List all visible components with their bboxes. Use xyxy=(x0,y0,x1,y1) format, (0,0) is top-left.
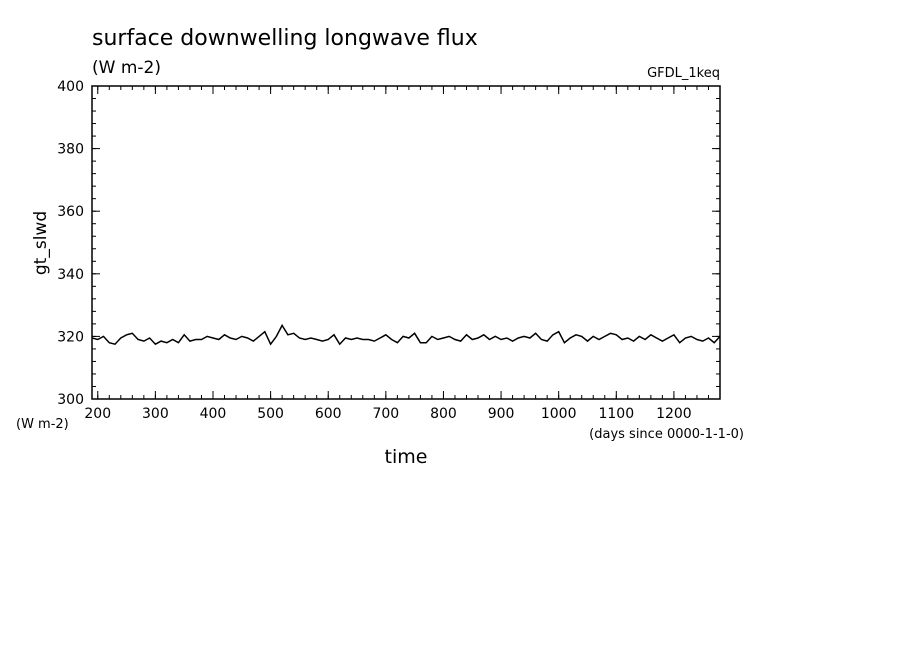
x-tick-label: 1000 xyxy=(541,406,577,422)
x-tick-label: 800 xyxy=(430,406,457,422)
chart-title: surface downwelling longwave flux xyxy=(92,26,478,51)
y-tick-label: 360 xyxy=(57,204,84,220)
x-unit-label: (days since 0000-1-1-0) xyxy=(589,427,744,442)
x-tick-label: 1100 xyxy=(598,406,634,422)
x-tick-label: 500 xyxy=(257,406,284,422)
x-tick-label: 600 xyxy=(315,406,342,422)
y-tick-label: 300 xyxy=(57,392,84,408)
x-tick-label: 200 xyxy=(84,406,111,422)
x-tick-labels: 200 300 400 500 600 700 800 900 1000 1100 1200 xyxy=(84,406,691,422)
units-label: (W m-2) xyxy=(92,58,161,78)
y-tick-label: 340 xyxy=(57,267,84,283)
y-tick-label: 320 xyxy=(57,329,84,345)
y-tick-label: 380 xyxy=(57,142,84,158)
x-tick-label: 900 xyxy=(488,406,515,422)
x-tick-label: 400 xyxy=(200,406,227,422)
y-unit-label: (W m-2) xyxy=(16,417,69,432)
x-tick-label: 700 xyxy=(372,406,399,422)
series-line xyxy=(91,323,721,346)
model-label: GFDL_1keq xyxy=(647,66,720,81)
x-axis-label: time xyxy=(385,446,428,468)
y-tick-labels: 300 320 340 360 380 400 xyxy=(57,79,84,408)
y-tick-label: 400 xyxy=(57,79,84,95)
x-tick-label: 1200 xyxy=(656,406,692,422)
plot-frame xyxy=(91,85,721,400)
x-tick-label: 300 xyxy=(142,406,169,422)
y-axis-label: gt_slwd xyxy=(31,211,51,275)
axis-ticks xyxy=(92,85,721,400)
